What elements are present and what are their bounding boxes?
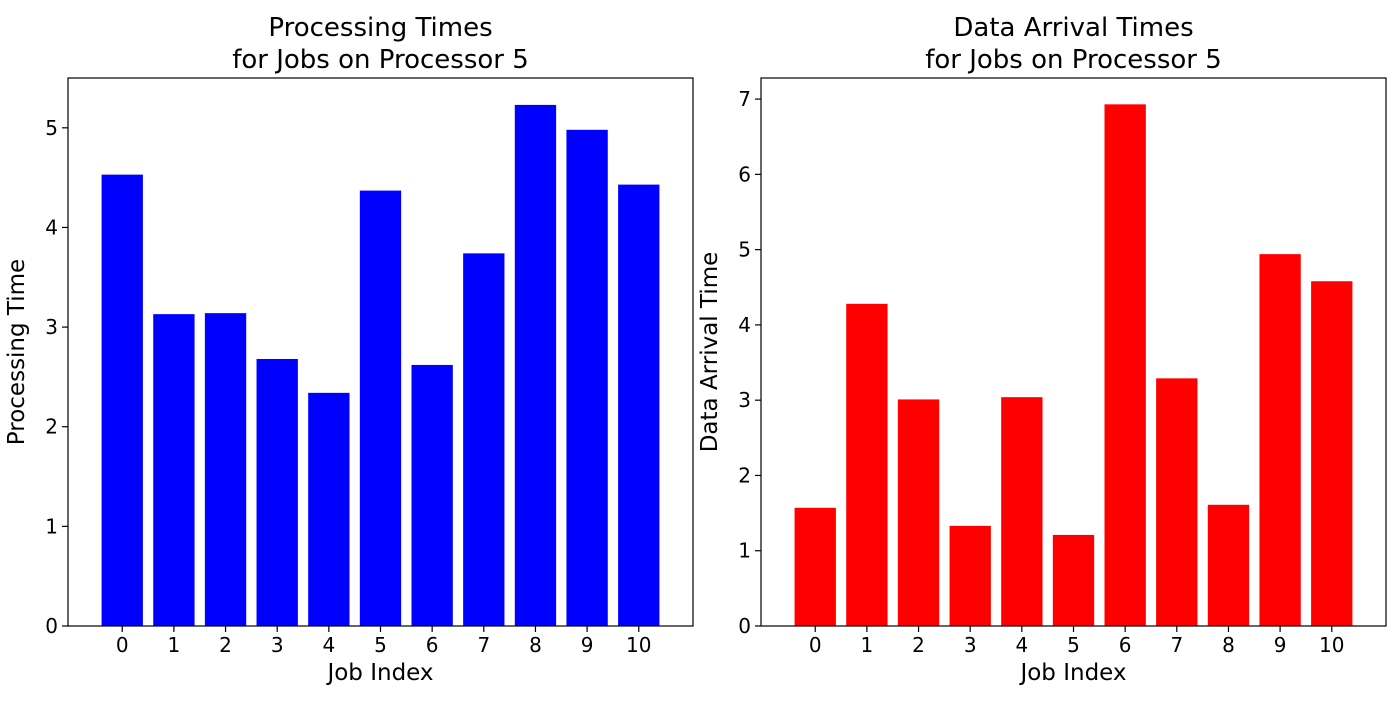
processing-xtick-label-7: 7 <box>477 633 490 657</box>
arrival-ytick-label-1: 1 <box>738 539 751 563</box>
arrival-xtick-label-7: 7 <box>1170 633 1183 657</box>
arrival-ytick-label-0: 0 <box>738 614 751 638</box>
arrival-bar-1 <box>846 303 888 626</box>
arrival-xtick-label-4: 4 <box>1015 633 1028 657</box>
processing-bar-8 <box>514 104 557 627</box>
arrival-ytick-label-3: 3 <box>738 388 751 412</box>
arrival-xtick-label-10: 10 <box>1319 633 1344 657</box>
processing-ytick-label-5: 5 <box>45 116 58 140</box>
arrival-bar-2 <box>897 399 940 626</box>
arrival-ytick-label-2: 2 <box>738 463 751 487</box>
arrival-xtick-label-3: 3 <box>964 633 977 657</box>
arrival-xlabel: Job Index <box>1018 660 1126 686</box>
processing-xtick-label-1: 1 <box>168 633 181 657</box>
processing-ylabel: Processing Time <box>4 259 30 445</box>
processing-bar-7 <box>463 253 505 627</box>
arrival-ytick-label-6: 6 <box>738 162 751 186</box>
arrival-ytick-label-5: 5 <box>738 238 751 262</box>
processing-bar-6 <box>411 364 453 626</box>
processing-ytick-label-4: 4 <box>45 215 58 239</box>
arrival-ytick-label-4: 4 <box>738 313 751 337</box>
processing-xtick-label-4: 4 <box>322 633 335 657</box>
processing-ytick-label-1: 1 <box>45 514 58 538</box>
arrival-bar-10 <box>1311 281 1353 626</box>
processing-bar-1 <box>153 314 195 626</box>
processing-bar-9 <box>566 129 608 626</box>
processing-ytick-label-3: 3 <box>45 315 58 339</box>
processing-xtick-label-3: 3 <box>271 633 284 657</box>
processing-title-line-1: Processing Times <box>268 13 492 43</box>
processing-bar-3 <box>256 358 298 626</box>
processing-xtick-label-6: 6 <box>426 633 439 657</box>
arrival-xtick-label-9: 9 <box>1274 633 1287 657</box>
arrival-bar-4 <box>1001 397 1043 626</box>
arrival-bar-7 <box>1156 378 1198 626</box>
processing-ytick-label-0: 0 <box>45 614 58 638</box>
arrival-ylabel: Data Arrival Time <box>697 252 723 453</box>
processing-xtick-label-5: 5 <box>374 633 387 657</box>
processing-bar-4 <box>308 392 350 626</box>
arrival-bar-8 <box>1207 504 1250 626</box>
arrival-xtick-label-8: 8 <box>1222 633 1235 657</box>
processing-bar-10 <box>618 184 660 627</box>
arrival-xtick-label-0: 0 <box>809 633 822 657</box>
arrival-xtick-label-2: 2 <box>912 633 925 657</box>
processing-xtick-label-2: 2 <box>219 633 232 657</box>
arrival-bar-9 <box>1259 254 1301 626</box>
processing-xtick-label-8: 8 <box>529 633 542 657</box>
processing-chart: 0 1 2 3 4 5 6 7 8 9 10 0 1 2 3 4 5 Job Index Processing Ti… <box>4 13 694 686</box>
arrival-xtick-label-5: 5 <box>1067 633 1080 657</box>
arrival-title-line-2: for Jobs on Processor 5 <box>925 45 1222 75</box>
processing-bar-0 <box>101 174 143 626</box>
arrival-chart: 0 1 2 3 4 5 6 7 8 9 10 0 1 2 3 4 5 6 7 Job Index Data Arriva… <box>697 13 1387 686</box>
arrival-bar-5 <box>1052 534 1095 626</box>
processing-xlabel: Job Index <box>325 660 433 686</box>
arrival-xtick-label-1: 1 <box>861 633 874 657</box>
arrival-xtick-label-6: 6 <box>1119 633 1132 657</box>
processing-bar-2 <box>204 313 247 626</box>
arrival-bar-0 <box>794 507 836 626</box>
processing-xtick-label-0: 0 <box>116 633 129 657</box>
arrival-bar-6 <box>1104 104 1146 627</box>
processing-xtick-label-10: 10 <box>626 633 651 657</box>
processing-ytick-label-2: 2 <box>45 415 58 439</box>
arrival-bar-3 <box>949 525 991 626</box>
arrival-title-line-1: Data Arrival Times <box>953 13 1193 43</box>
arrival-ytick-label-7: 7 <box>738 87 751 111</box>
processing-bar-5 <box>359 190 402 626</box>
processing-title-line-2: for Jobs on Processor 5 <box>232 45 529 75</box>
processing-xtick-label-9: 9 <box>581 633 594 657</box>
